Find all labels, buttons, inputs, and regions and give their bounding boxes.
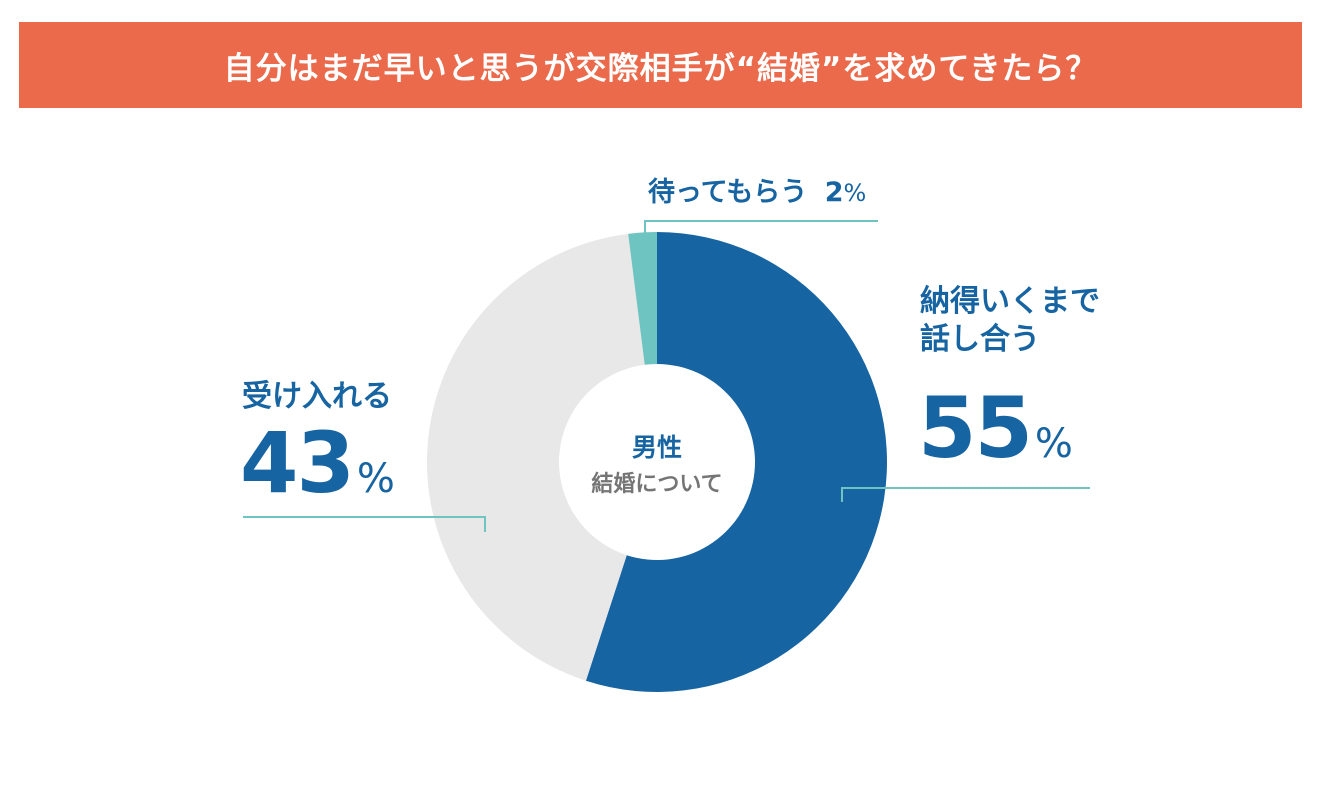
center-label-topic: 結婚について [591,472,723,497]
label-accept-name: 受け入れる [242,379,392,414]
label-discuss: 納得いくまで 話し合う [920,283,1100,359]
chart-title: 自分はまだ早いと思うが交際相手が“結婚”を求めてきたら？ [223,50,1098,87]
header-banner: 自分はまだ早いと思うが交際相手が“結婚”を求めてきたら？ [19,22,1302,108]
label-accept-percent: 43% [240,421,395,505]
label-discuss-value: 55 [918,379,1033,477]
label-discuss-unit: % [1034,421,1073,467]
label-wait-unit: % [843,179,867,207]
center-label-gender: 男性 [631,433,682,462]
label-accept-unit: % [356,456,395,502]
leader-discuss [841,487,1090,502]
label-wait-name: 待ってもらう [648,177,808,208]
slice-accept [427,233,645,681]
leader-wait [644,220,878,246]
label-discuss-line2: 話し合う [920,322,1040,357]
slice-discuss [585,232,888,693]
label-accept: 受け入れる [242,378,392,416]
slice-wait [628,232,657,365]
leader-accept [243,516,486,532]
label-accept-value: 43 [240,414,355,512]
label-discuss-line1: 納得いくまで [920,284,1100,319]
label-discuss-percent: 55% [918,386,1073,470]
label-wait-value: 2 [824,177,844,208]
label-wait: 待ってもらう 2% [648,170,866,209]
